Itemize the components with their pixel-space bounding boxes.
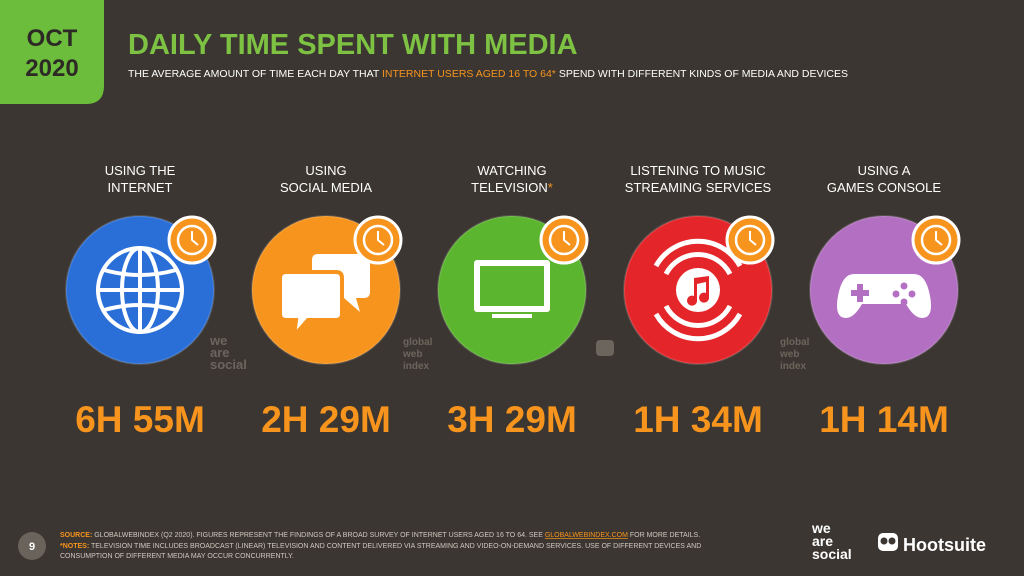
page-number: 9: [29, 541, 35, 553]
item-label-text: INTERNET: [108, 180, 173, 195]
clock-face: [176, 224, 208, 256]
media-item: WATCHING TELEVISION* 3H 29M: [437, 163, 589, 440]
watermark: social: [210, 357, 247, 372]
subtitle-highlight: INTERNET USERS AGED 16 TO 64*: [382, 68, 556, 80]
watermark: are: [210, 345, 230, 360]
item-label: LISTENING TO MUSIC: [630, 163, 765, 178]
controller-icon: [900, 298, 908, 306]
clock-face: [548, 224, 580, 256]
controller-icon: [851, 284, 869, 302]
owl-watermark: [596, 340, 614, 356]
item-label: USING: [305, 163, 346, 178]
clock-hands: [749, 231, 757, 246]
clock-face: [734, 224, 766, 256]
logo-are: are: [812, 533, 833, 549]
item-label-text: TELEVISION: [471, 180, 548, 195]
source-end: FOR MORE DETAILS.: [628, 532, 700, 539]
watermark: we: [209, 333, 227, 348]
item-label: INTERNET: [108, 180, 173, 195]
item-label: WATCHING: [477, 163, 546, 178]
notes: *NOTES: TELEVISION TIME INCLUDES BROADCA…: [60, 543, 701, 550]
watermark: index: [780, 361, 807, 372]
item-icon: [837, 274, 931, 318]
item-icon: [96, 246, 184, 334]
item-label: GAMES CONSOLE: [827, 180, 941, 195]
title: DAILY TIME SPENT WITH MEDIA: [128, 29, 578, 61]
owl-logo: [878, 533, 898, 551]
item-icon: [653, 238, 743, 342]
globe-icon: [103, 268, 177, 312]
item-value: 1H 14M: [819, 399, 949, 440]
watermark: web: [779, 349, 799, 360]
item-label-note: *: [548, 180, 553, 195]
logo-we: we: [811, 520, 831, 536]
clock-hands: [935, 231, 943, 246]
notes-text: CONSUMPTION OF DIFFERENT MEDIA MAY OCCUR…: [60, 553, 294, 560]
subtitle-text: THE AVERAGE AMOUNT OF TIME EACH DAY THAT: [128, 68, 382, 80]
controller-icon: [908, 290, 916, 298]
badge-month: OCT: [27, 25, 78, 52]
item-value: 3H 29M: [447, 399, 577, 440]
clock-face: [362, 224, 394, 256]
item-value: 1H 34M: [633, 399, 763, 440]
items: USING THE INTERNET 6H 55M USING SOCIAL MEDIA…: [65, 163, 961, 440]
tv-icon: [480, 266, 544, 306]
item-icon: [474, 260, 550, 318]
media-item: USING THE INTERNET 6H 55M: [65, 163, 217, 440]
date-badge: [0, 0, 104, 104]
item-label-text: WATCHING: [477, 163, 546, 178]
music-icon: [653, 238, 743, 342]
page-circle: [18, 532, 46, 560]
clock-face: [920, 224, 952, 256]
media-item: LISTENING TO MUSIC STREAMING SERVICES 1H 3…: [623, 163, 775, 440]
item-label-text: GAMES CONSOLE: [827, 180, 941, 195]
source-link[interactable]: GLOBALWEBINDEX.COM: [545, 532, 628, 539]
item-label: SOCIAL MEDIA: [280, 180, 372, 195]
controller-icon: [900, 282, 908, 290]
media-item: USING SOCIAL MEDIA 2H 29M: [251, 163, 403, 440]
controller-icon: [892, 290, 900, 298]
watermark: web: [402, 349, 422, 360]
item-label-text: USING: [305, 163, 346, 178]
item-label-text: USING THE: [105, 163, 176, 178]
item-label-text: SOCIAL MEDIA: [280, 180, 372, 195]
watermark: global: [780, 337, 810, 348]
item-label-text: LISTENING TO MUSIC: [630, 163, 765, 178]
clock-hands: [563, 231, 571, 246]
item-label-text: USING A: [858, 163, 911, 178]
item-label: STREAMING SERVICES: [625, 180, 772, 195]
logo-social: social: [812, 546, 852, 562]
item-label: USING A: [858, 163, 911, 178]
item-label-text: STREAMING SERVICES: [625, 180, 772, 195]
tv-icon: [492, 314, 532, 318]
media-item: USING A GAMES CONSOLE 1H 14M: [809, 163, 961, 440]
item-icon: [278, 254, 370, 343]
music-icon: [676, 268, 720, 312]
item-value: 2H 29M: [261, 399, 391, 440]
notes-label: *NOTES:: [60, 543, 89, 550]
subtitle-text: SPEND WITH DIFFERENT KINDS OF MEDIA AND …: [556, 68, 848, 80]
source: SOURCE: GLOBALWEBINDEX (Q2 2020). FIGURE…: [60, 532, 700, 539]
logo-hootsuite: Hootsuite: [903, 535, 986, 555]
badge-year: 2020: [25, 55, 78, 82]
watermark: global: [403, 337, 433, 348]
clock-hands: [191, 231, 199, 246]
item-label: TELEVISION*: [471, 180, 553, 195]
item-value: 6H 55M: [75, 399, 205, 440]
item-label: USING THE: [105, 163, 176, 178]
chat-icon: [278, 270, 344, 343]
music-icon: [687, 276, 710, 306]
subtitle: THE AVERAGE AMOUNT OF TIME EACH DAY THAT…: [128, 68, 848, 80]
source-label: SOURCE:: [60, 532, 92, 539]
notes-text: TELEVISION TIME INCLUDES BROADCAST (LINE…: [89, 543, 701, 550]
watermark: index: [403, 361, 430, 372]
clock-hands: [377, 231, 385, 246]
source-text: GLOBALWEBINDEX (Q2 2020). FIGURES REPRES…: [92, 532, 545, 539]
